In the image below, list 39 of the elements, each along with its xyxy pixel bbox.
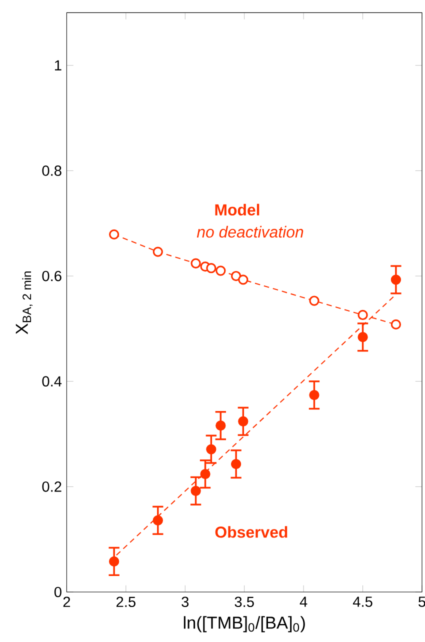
point: [230, 458, 242, 470]
point: [358, 332, 368, 342]
point: [390, 319, 402, 330]
x-tick-label: 2.5: [116, 596, 136, 608]
x-tick-label: 4.5: [352, 596, 372, 607]
point: [230, 270, 242, 282]
y-tick-label: 0.8: [42, 166, 62, 176]
point: [358, 310, 368, 320]
x-tick-label: 4: [300, 596, 308, 607]
point: [190, 486, 201, 496]
text: Observed: [215, 526, 288, 538]
point: [206, 263, 216, 274]
point: [216, 420, 226, 431]
point: [109, 229, 120, 240]
y-tick-label: 0: [54, 586, 62, 598]
x-tick-label: 2: [63, 596, 70, 607]
y-tick-label: 1: [54, 60, 62, 70]
y-axis-title: $\text{X}_{\text{BA, 2 min}}$: [16, 272, 33, 334]
point: [309, 390, 320, 400]
y-tick-label: 0.2: [42, 482, 62, 492]
x-tick-label: 3.5: [234, 596, 254, 608]
point: [206, 444, 216, 454]
point: [238, 416, 248, 426]
point: [152, 515, 163, 526]
point: [238, 274, 248, 285]
point: [152, 246, 163, 257]
x-axis-title: ln([TMB]$_{0}$/[BA]$_{0}$): [184, 616, 305, 632]
point: [216, 266, 226, 276]
text: Model: [215, 204, 260, 216]
point: [190, 258, 201, 268]
y-tick-label: 0.4: [42, 376, 62, 387]
y-tick-label: 0.6: [42, 270, 62, 282]
x-tick-label: 3: [182, 596, 189, 608]
point: [200, 468, 210, 480]
point: [390, 274, 402, 285]
point: [309, 296, 320, 306]
x-tick-label: 5: [418, 596, 425, 607]
annotation: no deactivation: [196, 226, 304, 238]
point: [109, 556, 120, 567]
